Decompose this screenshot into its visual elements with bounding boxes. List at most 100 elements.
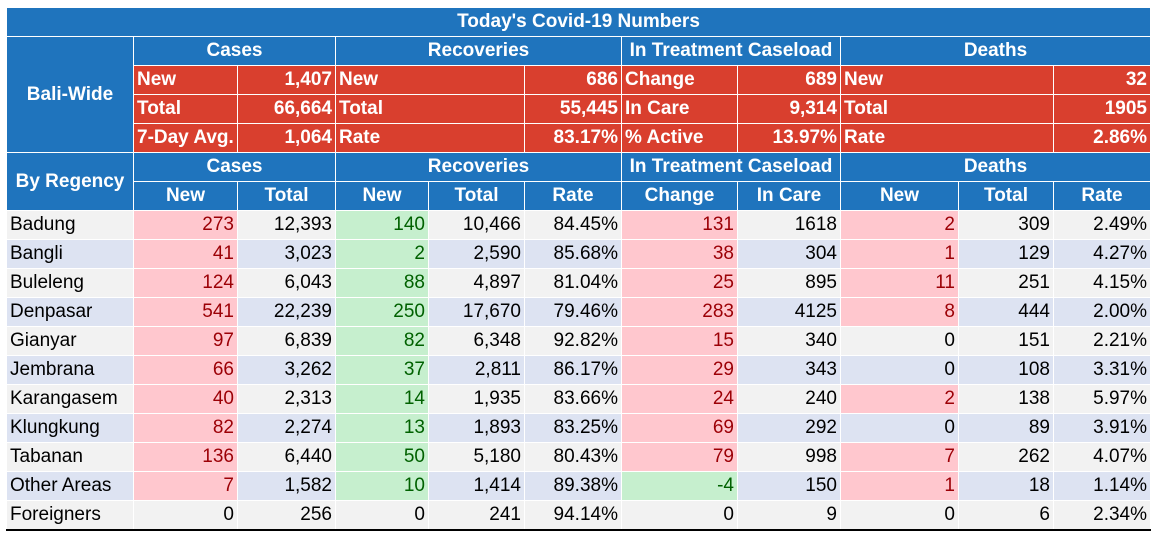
table-cell: 4,897 xyxy=(428,268,525,298)
table-cell: 0 xyxy=(840,413,959,443)
table-cell: 444 xyxy=(958,297,1054,327)
table-cell: 82 xyxy=(335,326,429,356)
table-row: Gianyar 97 6,839 82 6,348 92.82% 15 340 0 151 2.21… xyxy=(6,326,1151,356)
table-cell: -4 xyxy=(621,471,738,501)
table-row: Karangasem 40 2,313 14 1,935 83.66% 24 240 2 138 5… xyxy=(6,384,1151,414)
table-cell: 41 xyxy=(133,239,238,269)
table-cell: 309 xyxy=(958,210,1054,240)
regency-name: Badung xyxy=(6,210,134,240)
table-cell: 998 xyxy=(737,442,841,472)
table-row: Foreigners 0 256 0 241 94.14% 0 9 0 6 2.34% xyxy=(6,500,1151,531)
table-cell: 4125 xyxy=(737,297,841,327)
table-cell: 108 xyxy=(958,355,1054,385)
table-cell: 50 xyxy=(335,442,429,472)
table-cell: 541 xyxy=(133,297,238,327)
regency-name: Karangasem xyxy=(6,384,134,414)
table-cell: 24 xyxy=(621,384,738,414)
table-cell: 18 xyxy=(958,471,1054,501)
column-header: Total xyxy=(237,181,336,211)
table-cell: 0 xyxy=(840,326,959,356)
regency-name: Klungkung xyxy=(6,413,134,443)
table-cell: 151 xyxy=(958,326,1054,356)
bw-value: 55,445 xyxy=(524,94,622,124)
table-cell: 2,274 xyxy=(237,413,336,443)
bw-label: Rate xyxy=(335,123,525,153)
column-header: New xyxy=(133,181,238,211)
bw-value: 1,064 xyxy=(237,123,336,153)
table-cell: 83.66% xyxy=(524,384,622,414)
table-cell: 7 xyxy=(840,442,959,472)
regency-name: Other Areas xyxy=(6,471,134,501)
table-cell: 82 xyxy=(133,413,238,443)
table-cell: 262 xyxy=(958,442,1054,472)
table-cell: 5.97% xyxy=(1053,384,1151,414)
table-cell: 88 xyxy=(335,268,429,298)
regency-name: Buleleng xyxy=(6,268,134,298)
by-regency-label: By Regency xyxy=(6,152,134,211)
table-cell: 92.82% xyxy=(524,326,622,356)
bw-row: 7-Day Avg. 1,064 Rate 83.17% % Active 13… xyxy=(7,123,1151,153)
br-group-deaths: Deaths xyxy=(840,152,1151,182)
table-cell: 3.91% xyxy=(1053,413,1151,443)
column-header: Rate xyxy=(1053,181,1151,211)
regency-name: Tabanan xyxy=(6,442,134,472)
table-cell: 2 xyxy=(840,384,959,414)
br-group-treatment: In Treatment Caseload xyxy=(621,152,841,182)
table-cell: 2,313 xyxy=(237,384,336,414)
table-cell: 240 xyxy=(737,384,841,414)
table-cell: 2.49% xyxy=(1053,210,1151,240)
table-row: Jembrana 66 3,262 37 2,811 86.17% 29 343 0 108 3.3… xyxy=(6,355,1151,385)
table-cell: 81.04% xyxy=(524,268,622,298)
br-group-cases: Cases xyxy=(133,152,336,182)
table-cell: 129 xyxy=(958,239,1054,269)
table-cell: 97 xyxy=(133,326,238,356)
bw-value: 13.97% xyxy=(737,123,841,153)
table-cell: 895 xyxy=(737,268,841,298)
table-row: Buleleng 124 6,043 88 4,897 81.04% 25 895 11 251 4… xyxy=(6,268,1151,298)
regency-name: Denpasar xyxy=(6,297,134,327)
table-cell: 2,811 xyxy=(428,355,525,385)
table-cell: 2.34% xyxy=(1053,500,1151,531)
table-cell: 89.38% xyxy=(524,471,622,501)
bw-label: In Care xyxy=(621,94,738,124)
table-cell: 140 xyxy=(335,210,429,240)
table-cell: 0 xyxy=(621,500,738,531)
table-cell: 6,440 xyxy=(237,442,336,472)
covid-table: Today's Covid-19 Numbers Bali-Wide Cases… xyxy=(6,7,1151,531)
table-cell: 131 xyxy=(621,210,738,240)
column-header: New xyxy=(840,181,959,211)
table-row: Other Areas 7 1,582 10 1,414 89.38% -4 150 1 18 1.… xyxy=(6,471,1151,501)
table-cell: 85.68% xyxy=(524,239,622,269)
table-cell: 66 xyxy=(133,355,238,385)
bw-label: Total xyxy=(133,94,238,124)
table-cell: 5,180 xyxy=(428,442,525,472)
table-cell: 2,590 xyxy=(428,239,525,269)
table-cell: 4.27% xyxy=(1053,239,1151,269)
table-cell: 138 xyxy=(958,384,1054,414)
table-row: Tabanan 136 6,440 50 5,180 80.43% 79 998 7 262 4.0… xyxy=(6,442,1151,472)
table-cell: 17,670 xyxy=(428,297,525,327)
regency-name: Bangli xyxy=(6,239,134,269)
table-row: Bangli 41 3,023 2 2,590 85.68% 38 304 1 129 4.27% xyxy=(6,239,1151,269)
table-cell: 256 xyxy=(237,500,336,531)
bw-label: New xyxy=(133,65,238,95)
table-cell: 14 xyxy=(335,384,429,414)
table-cell: 6,348 xyxy=(428,326,525,356)
bw-row: New 1,407 New 686 Change 689 New 32 xyxy=(7,65,1151,95)
column-header: Total xyxy=(958,181,1054,211)
bw-label: New xyxy=(335,65,525,95)
table-cell: 2 xyxy=(335,239,429,269)
table-cell: 4.15% xyxy=(1053,268,1151,298)
table-cell: 1 xyxy=(840,471,959,501)
table-cell: 4.07% xyxy=(1053,442,1151,472)
table-cell: 1,414 xyxy=(428,471,525,501)
table-cell: 89 xyxy=(958,413,1054,443)
table-cell: 6 xyxy=(958,500,1054,531)
table-cell: 1,893 xyxy=(428,413,525,443)
column-header: Rate xyxy=(524,181,622,211)
regency-table-body: Badung 273 12,393 140 10,466 84.45% 131 1618 2 30… xyxy=(6,210,1151,531)
table-cell: 273 xyxy=(133,210,238,240)
table-cell: 10,466 xyxy=(428,210,525,240)
table-cell: 12,393 xyxy=(237,210,336,240)
table-cell: 292 xyxy=(737,413,841,443)
